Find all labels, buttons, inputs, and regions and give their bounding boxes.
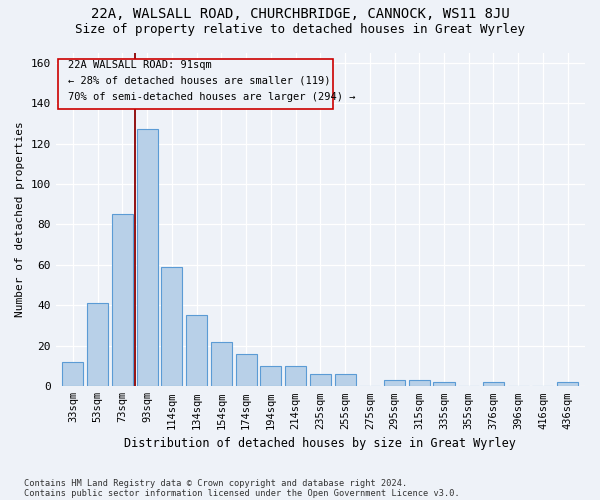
Bar [260, 366, 281, 386]
Bar [211, 342, 232, 386]
Y-axis label: Number of detached properties: Number of detached properties [15, 122, 25, 318]
Bar [335, 374, 356, 386]
Bar [483, 382, 504, 386]
Bar [62, 362, 83, 386]
Text: 22A, WALSALL ROAD, CHURCHBRIDGE, CANNOCK, WS11 8JU: 22A, WALSALL ROAD, CHURCHBRIDGE, CANNOCK… [91, 8, 509, 22]
Bar [137, 130, 158, 386]
Text: ← 28% of detached houses are smaller (119): ← 28% of detached houses are smaller (11… [68, 76, 331, 86]
Bar [557, 382, 578, 386]
Bar [58, 58, 333, 109]
Bar [236, 354, 257, 386]
Bar [112, 214, 133, 386]
Text: 70% of semi-detached houses are larger (294) →: 70% of semi-detached houses are larger (… [68, 92, 356, 102]
Text: 22A WALSALL ROAD: 91sqm: 22A WALSALL ROAD: 91sqm [68, 60, 212, 70]
X-axis label: Distribution of detached houses by size in Great Wyrley: Distribution of detached houses by size … [124, 437, 516, 450]
Bar [409, 380, 430, 386]
Bar [285, 366, 306, 386]
Text: Size of property relative to detached houses in Great Wyrley: Size of property relative to detached ho… [75, 22, 525, 36]
Bar [384, 380, 405, 386]
Bar [161, 267, 182, 386]
Bar [186, 316, 207, 386]
Bar [433, 382, 455, 386]
Bar [310, 374, 331, 386]
Bar [87, 304, 108, 386]
Text: Contains HM Land Registry data © Crown copyright and database right 2024.: Contains HM Land Registry data © Crown c… [24, 478, 407, 488]
Text: Contains public sector information licensed under the Open Government Licence v3: Contains public sector information licen… [24, 488, 460, 498]
